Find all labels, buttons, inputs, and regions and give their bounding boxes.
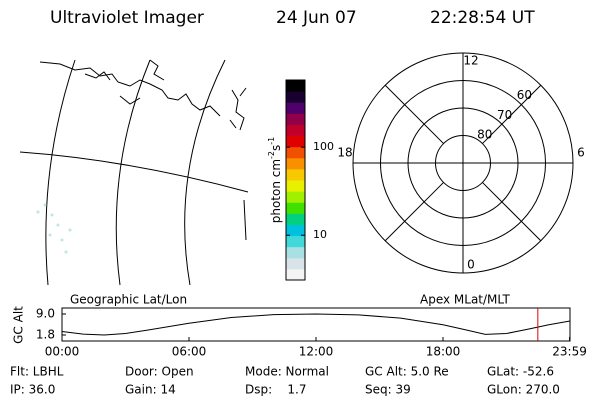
colorbar-cell <box>286 202 305 214</box>
colorbar-cell <box>286 224 305 237</box>
colorbar-cell <box>286 135 305 148</box>
colorbar-cell <box>286 257 305 270</box>
info-field: GC Alt: 5.0 Re <box>365 365 449 379</box>
colorbar-label-part: photon cm <box>269 159 283 223</box>
alt-xtick-label: 00:00 <box>45 345 80 359</box>
polar-spoke <box>482 84 542 144</box>
polar-spoke <box>482 182 542 242</box>
polar-spoke <box>384 182 444 242</box>
mlt-label: 6 <box>577 146 585 160</box>
mlt-label: 12 <box>463 54 478 68</box>
alt-xtick-label: 06:00 <box>172 345 207 359</box>
map <box>19 59 249 286</box>
info-field: GLat: -52.6 <box>487 365 554 379</box>
info-field: Seq: 39 <box>365 383 411 397</box>
alt-ytick-label: 1.8 <box>36 328 55 342</box>
alt-xtick-label: 12:00 <box>299 345 334 359</box>
alt-line <box>61 313 571 336</box>
colorbar-cell <box>286 180 305 192</box>
alt-frame <box>61 307 571 342</box>
alt-title-left: Geographic Lat/Lon <box>70 293 187 307</box>
colorbar-cell <box>286 91 305 103</box>
lat-label: 70 <box>497 108 512 122</box>
colorbar-label-part: -2 <box>267 151 276 159</box>
colorbar-cell <box>286 191 305 203</box>
mlt-label: 18 <box>337 146 352 160</box>
colorbar-cell <box>286 124 305 137</box>
info-field: Door: Open <box>125 365 194 379</box>
colorbar-cell <box>286 168 305 181</box>
colorbar-cell <box>286 113 305 125</box>
alt-xtick-label: 18:00 <box>426 345 461 359</box>
info-field: Gain: 14 <box>125 383 176 397</box>
colorbar-cell <box>286 246 305 259</box>
colorbar-cell <box>286 146 305 159</box>
alt-ytick-label: 9.0 <box>36 307 55 321</box>
colorbar-label: photon cm-2s-1 <box>267 137 283 224</box>
instrument: Ultraviolet Imager <box>50 8 204 28</box>
colorbar-cell <box>286 268 305 281</box>
colorbar-cell <box>286 102 305 114</box>
info-field: Flt: LBHL <box>10 365 64 379</box>
aurora-dots <box>36 203 72 254</box>
colorbar-cell <box>286 213 305 225</box>
colorbar-cell <box>286 235 305 248</box>
colorbar-tick-label: 100 <box>313 140 334 153</box>
info-field: Dsp: 1.7 <box>245 383 307 397</box>
lat-label: 60 <box>517 88 532 102</box>
alt-xtick-label: 23:59 <box>552 345 587 359</box>
alt-title-right: Apex MLat/MLT <box>420 293 510 307</box>
info-field: IP: 36.0 <box>10 383 55 397</box>
time: 22:28:54 UT <box>430 8 535 28</box>
colorbar-cell <box>286 80 305 92</box>
colorbar-label-part: -1 <box>267 137 276 145</box>
colorbar-tick-label: 10 <box>313 228 327 241</box>
alt-ylabel: GC Alt <box>12 306 26 344</box>
info-field: GLon: 270.0 <box>487 383 560 397</box>
colorbar-label-part: s <box>269 145 283 151</box>
date: 24 Jun 07 <box>276 8 357 28</box>
mlt-label: 0 <box>467 258 475 272</box>
lat-label: 80 <box>477 128 492 142</box>
polar-spoke <box>384 84 444 144</box>
colorbar-frame <box>285 79 306 281</box>
colorbar-cell <box>286 157 305 170</box>
info-field: Mode: Normal <box>245 365 329 379</box>
